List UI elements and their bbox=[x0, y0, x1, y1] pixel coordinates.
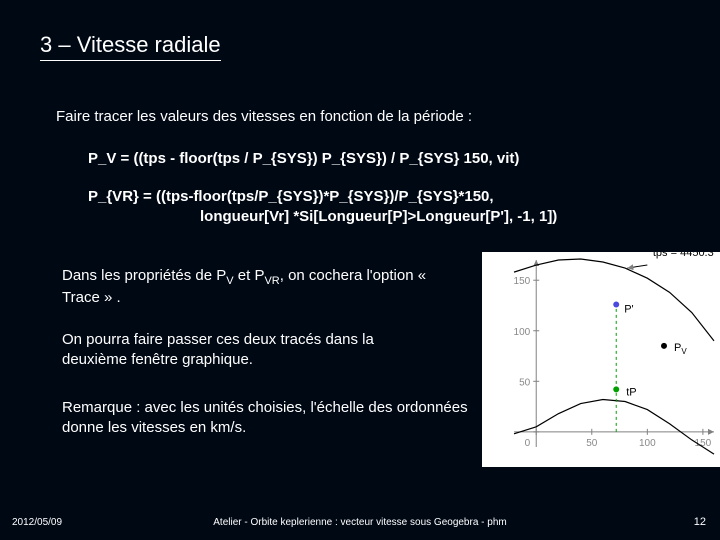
formula-pv: P_V = ((tps - floor(tps / P_{SYS}) P_{SY… bbox=[88, 150, 519, 167]
intro-text: Faire tracer les valeurs des vitesses en… bbox=[56, 108, 472, 125]
formula-pvr-line1: P_{VR} = ((tps-floor(tps/P_{SYS})*P_{SYS… bbox=[88, 188, 494, 205]
paragraph-trace: Dans les propriétés de PV et PVR, on coc… bbox=[62, 266, 432, 308]
svg-text:150: 150 bbox=[514, 276, 531, 287]
svg-text:50: 50 bbox=[586, 438, 598, 449]
svg-text:50: 50 bbox=[519, 377, 531, 388]
footer-date: 2012/05/09 bbox=[12, 517, 62, 528]
svg-text:P': P' bbox=[624, 303, 633, 315]
footer-page-number: 12 bbox=[694, 516, 706, 528]
svg-text:tP: tP bbox=[626, 386, 636, 398]
svg-text:tps = 4450.3: tps = 4450.3 bbox=[653, 252, 714, 259]
slide-title: 3 – Vitesse radiale bbox=[40, 32, 221, 61]
velocity-chart: 50100150501001500P'PVtPtps = 4450.3 bbox=[482, 252, 720, 467]
formula-pvr-line2: longueur[Vr] *Si[Longueur[P]>Longueur[P'… bbox=[200, 208, 557, 225]
footer-caption: Atelier - Orbite keplerienne : vecteur v… bbox=[213, 517, 506, 528]
svg-text:100: 100 bbox=[639, 438, 656, 449]
paragraph-window: On pourra faire passer ces deux tracés d… bbox=[62, 330, 432, 369]
svg-text:100: 100 bbox=[514, 327, 531, 338]
paragraph-remark: Remarque : avec les unités choisies, l'é… bbox=[62, 398, 472, 437]
svg-text:0: 0 bbox=[525, 438, 531, 449]
